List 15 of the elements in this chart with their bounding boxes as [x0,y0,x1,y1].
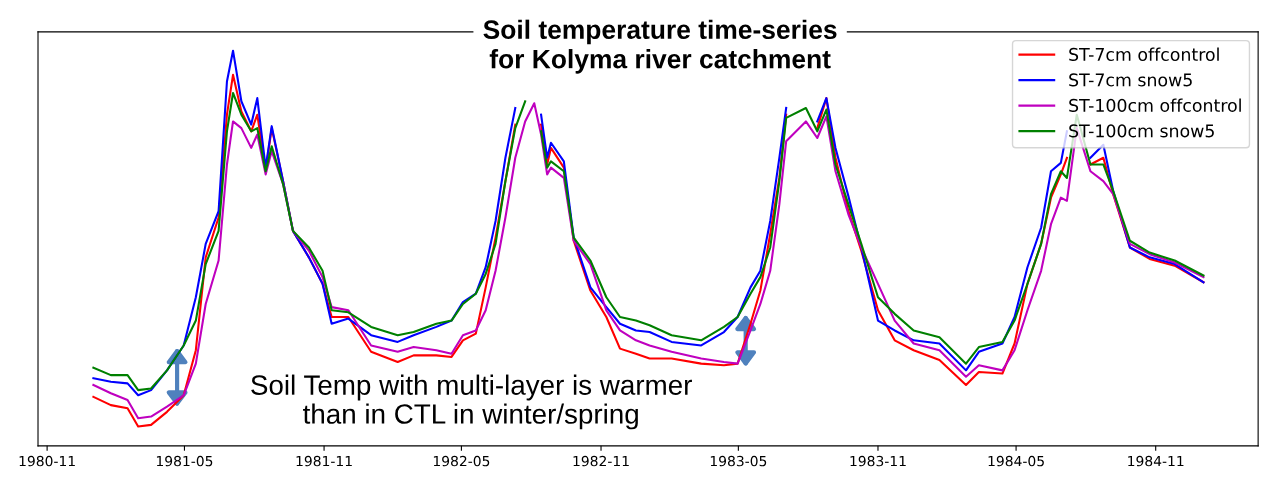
legend-label: ST-7cm snow5 [1069,73,1192,87]
x-tick-label: 1982-11 [573,455,629,467]
x-tick-label: 1981-05 [156,455,213,467]
chart-title: Soil temperature time-series for Kolyma river catchment [483,19,837,74]
x-tick-label: 1983-05 [710,455,767,467]
x-tick-label: 1980-11 [19,455,75,467]
x-tick-label: 1984-05 [988,455,1044,467]
x-tick-label: 1984-11 [1128,455,1184,467]
legend-label: ST-7cm offcontrol [1069,47,1219,61]
x-tick-label: 1983-11 [850,455,906,467]
x-tick-label: 1981-11 [296,455,352,467]
legend-label: ST-100cm offcontrol [1069,98,1241,112]
annotation: Soil Temp with multi-layer is warmer than in CTL in winter/spring [251,374,692,430]
legend-label: ST-100cm snow5 [1069,124,1214,138]
x-tick-label: 1982-05 [433,455,490,467]
